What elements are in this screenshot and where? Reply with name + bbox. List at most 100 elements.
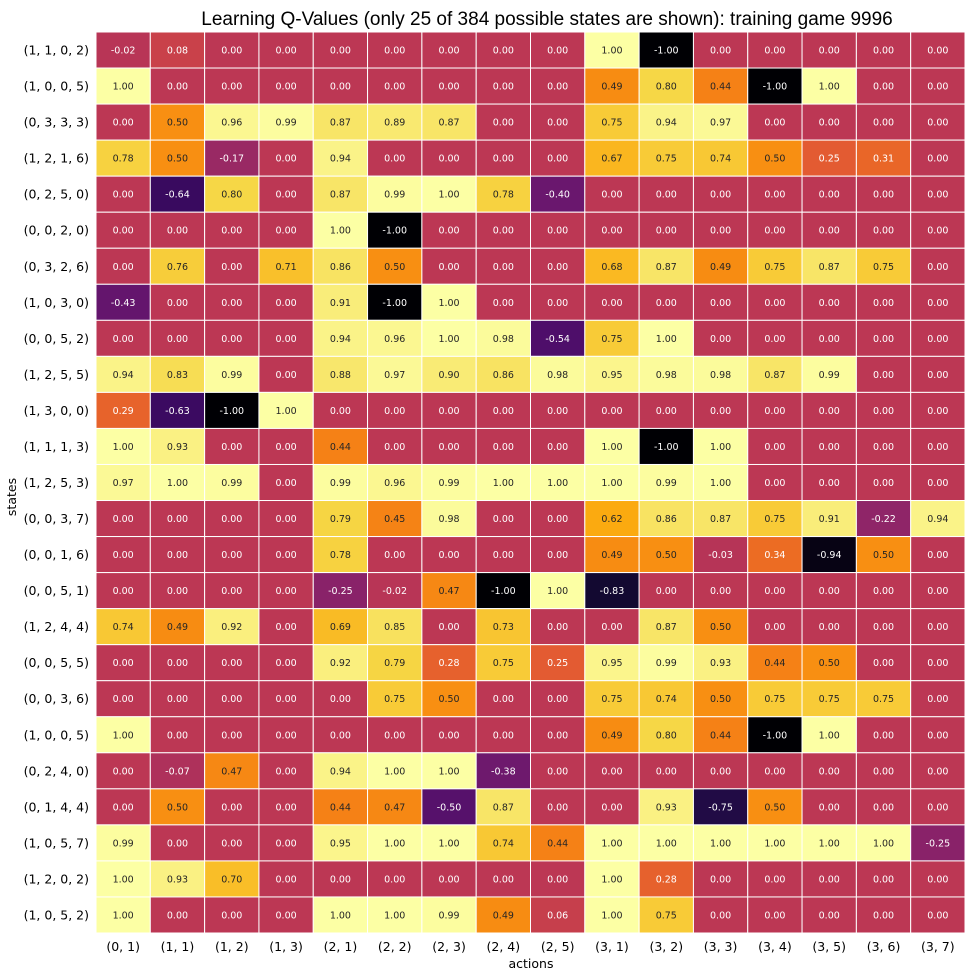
cell-value-label: 0.00 [438, 730, 459, 741]
heatmap-cell [95, 139, 151, 177]
heatmap-cell [910, 355, 966, 393]
cell-value-label: 0.97 [384, 370, 405, 381]
cell-value-label: 0.00 [819, 442, 840, 453]
heatmap-cell [747, 103, 803, 141]
heatmap-cell [638, 788, 694, 826]
cell-value-label: 0.50 [764, 802, 785, 813]
cell-value-label: 0.00 [819, 298, 840, 309]
x-tick-label: (1, 1) [161, 939, 195, 954]
cell-value-label: 0.00 [927, 334, 948, 345]
cell-value-label: 0.00 [276, 910, 297, 921]
cell-value-label: 0.99 [384, 190, 405, 201]
heatmap-cell [530, 608, 586, 646]
cell-value-label: 0.00 [221, 226, 242, 237]
cell-value-label: 0.00 [113, 118, 134, 129]
cell-value-label: 0.50 [764, 154, 785, 165]
heatmap-cell [584, 500, 640, 538]
cell-value-label: 0.00 [710, 334, 731, 345]
cell-value-label: 0.00 [927, 622, 948, 633]
cell-value-label: 0.00 [819, 226, 840, 237]
cell-value-label: 0.00 [656, 226, 677, 237]
heatmap-cell [638, 355, 694, 393]
heatmap-cell [258, 608, 314, 646]
cell-value-label: 0.87 [656, 622, 677, 633]
heatmap-cell [855, 896, 912, 934]
heatmap-cell [801, 500, 857, 538]
heatmap-cell [204, 247, 260, 285]
cell-value-label: 0.00 [384, 82, 405, 93]
cell-value-label: 0.75 [764, 514, 785, 525]
heatmap-cell [584, 860, 640, 898]
heatmap-cell [747, 896, 803, 934]
heatmap-cell [801, 463, 857, 502]
cell-value-label: -0.38 [491, 766, 516, 777]
cell-value-label: 0.00 [384, 550, 405, 561]
cell-value-label: 0.93 [167, 442, 188, 453]
heatmap-cell [910, 427, 966, 465]
cell-value-label: 0.99 [656, 478, 677, 489]
cell-value-label: 0.87 [330, 118, 351, 129]
cell-value-label: 0.45 [384, 514, 405, 525]
heatmap-cell [692, 896, 749, 934]
cell-value-label: 0.00 [764, 766, 785, 777]
y-tick-label: (1, 0, 5, 7) [24, 835, 89, 850]
cell-value-label: 0.00 [493, 406, 514, 417]
heatmap-cell [530, 572, 586, 610]
cell-value-label: 0.00 [221, 694, 242, 705]
heatmap-cell [95, 283, 151, 321]
cell-value-label: 0.96 [221, 118, 242, 129]
cell-value-label: 0.00 [656, 406, 677, 417]
cell-value-label: 0.00 [384, 154, 405, 165]
cell-value-label: 0.00 [547, 514, 568, 525]
cell-value-label: 0.00 [438, 874, 459, 885]
cell-value-label: 0.00 [276, 46, 297, 57]
cell-value-label: 0.75 [819, 694, 840, 705]
cell-value-label: 0.00 [764, 622, 785, 633]
cell-value-label: 0.00 [276, 298, 297, 309]
heatmap-cell [367, 31, 423, 69]
cell-value-label: 1.00 [167, 478, 188, 489]
cell-value-label: 0.00 [547, 226, 568, 237]
heatmap-cell [584, 680, 640, 718]
cell-value-label: 0.44 [710, 730, 731, 741]
cell-value-label: 0.00 [656, 586, 677, 597]
heatmap-cell [258, 500, 314, 538]
heatmap-cell [149, 67, 206, 105]
cell-value-label: 0.28 [438, 658, 459, 669]
x-tick-label: (3, 2) [649, 939, 683, 954]
heatmap-cell [855, 752, 912, 790]
y-axis-label: states [4, 478, 19, 516]
cell-value-label: 0.44 [330, 442, 351, 453]
heatmap-cell [692, 680, 749, 718]
heatmap-cell [638, 283, 694, 321]
cell-value-label: 0.50 [873, 550, 894, 561]
cell-value-label: 0.00 [873, 874, 894, 885]
cell-value-label: 0.00 [221, 334, 242, 345]
cell-value-label: 0.79 [384, 658, 405, 669]
cell-value-label: 0.00 [113, 514, 134, 525]
cell-value-label: 1.00 [710, 442, 731, 453]
cell-value-label: 0.94 [330, 154, 351, 165]
heatmap-cell [367, 572, 423, 610]
cell-value-label: -0.50 [437, 802, 462, 813]
heatmap-cell [204, 752, 260, 790]
heatmap-cell [638, 175, 694, 213]
heatmap-cell [258, 283, 314, 321]
cell-value-label: 0.86 [493, 370, 514, 381]
heatmap-cell [638, 824, 694, 862]
cell-value-label: 0.00 [493, 874, 514, 885]
cell-value-label: 0.00 [873, 586, 894, 597]
heatmap-cell [801, 319, 857, 357]
cell-value-label: -0.03 [708, 550, 733, 561]
x-tick-label: (1, 3) [269, 939, 303, 954]
heatmap-cell [95, 355, 151, 393]
heatmap-cell [747, 427, 803, 465]
heatmap-cell [584, 463, 640, 502]
heatmap-cell [638, 247, 694, 285]
heatmap-cell [204, 644, 260, 682]
cell-value-label: 0.87 [710, 514, 731, 525]
cell-value-label: 0.00 [113, 802, 134, 813]
heatmap-cell [801, 247, 857, 285]
cell-value-label: 0.00 [167, 226, 188, 237]
heatmap-cell [855, 175, 912, 213]
